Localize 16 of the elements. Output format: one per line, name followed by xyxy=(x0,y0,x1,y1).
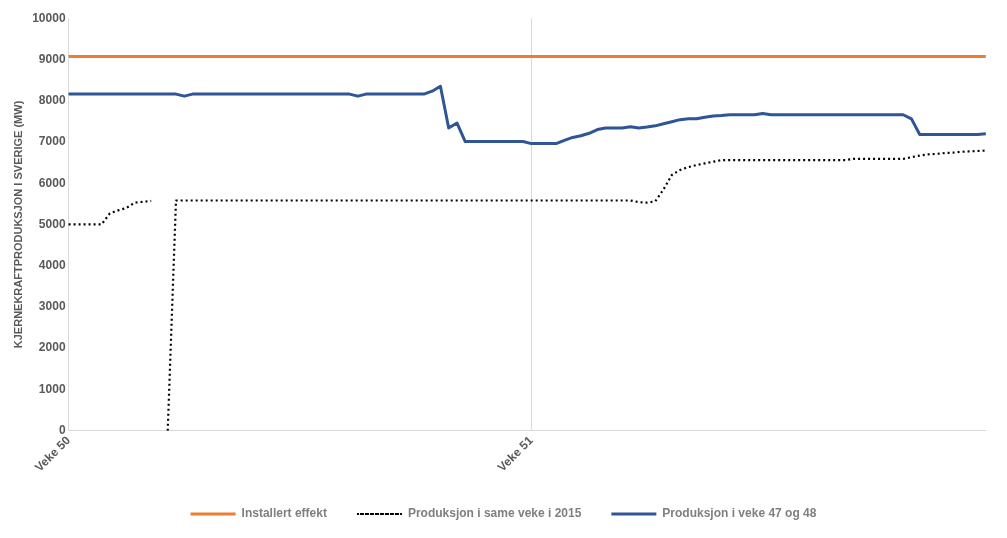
y-tick-label: 10000 xyxy=(32,10,66,25)
y-tick-label: 7000 xyxy=(38,134,66,149)
legend-label: Produksjon i veke 47 og 48 xyxy=(662,506,817,521)
y-tick-label: 5000 xyxy=(38,216,66,231)
y-tick-label: 0 xyxy=(58,422,66,437)
legend-label: Installert effekt xyxy=(241,506,327,521)
y-tick-label: 3000 xyxy=(38,299,66,314)
y-tick-label: 8000 xyxy=(38,93,66,108)
y-tick-label: 9000 xyxy=(38,51,66,66)
legend-label: Produksjon i same veke i 2015 xyxy=(407,506,582,521)
y-tick-label: 1000 xyxy=(38,381,66,396)
y-tick-label: 4000 xyxy=(38,258,66,272)
y-tick-label: 2000 xyxy=(38,340,66,355)
y-axis-title: KJERNEKRAFTPRODUKSJON I SVERIGE (MW) xyxy=(11,100,24,349)
y-tick-label: 6000 xyxy=(38,175,66,190)
x-tick-label: Veke 51 xyxy=(494,433,537,475)
